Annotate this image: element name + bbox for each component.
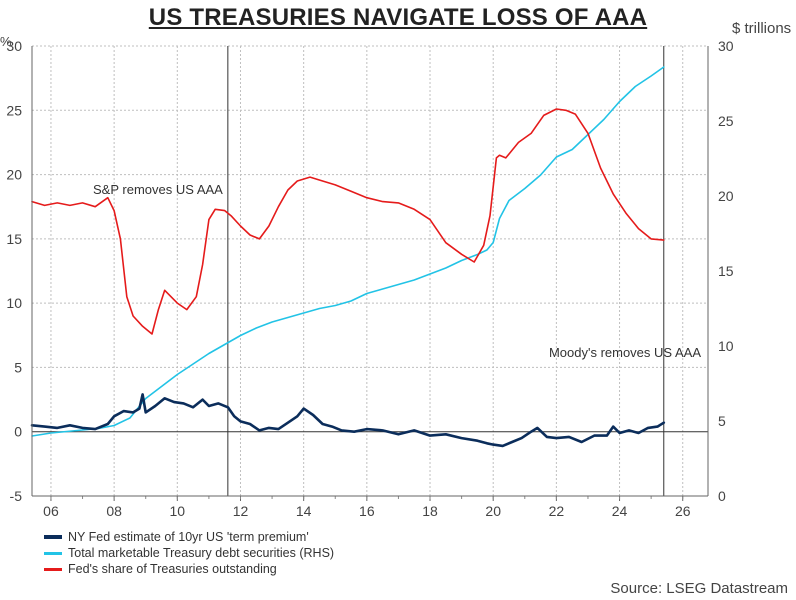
y-right-tick-label: 0 [718,488,726,504]
axes [31,46,709,501]
left-axis-unit: % [0,34,12,49]
right-axis-unit: $ trillions [732,20,792,37]
x-tick-label: 24 [612,503,628,519]
legend: NY Fed estimate of 10yr US 'term premium… [44,529,334,577]
event-lines [227,46,665,496]
source-label: Source: LSEG Datastream [610,580,788,597]
legend-item-fed-share: Fed's share of Treasuries outstanding [44,561,334,577]
y-left-tick-label: 5 [14,359,22,375]
fed-share-line [31,108,665,335]
series-lines [30,66,666,448]
x-tick-label: 14 [296,503,312,519]
x-tick-label: 10 [170,503,186,519]
legend-item-term-premium: NY Fed estimate of 10yr US 'term premium… [44,529,334,545]
legend-swatch-treasury-debt [44,551,62,555]
y-left-tick-label: 15 [6,231,22,247]
legend-label-fed-share: Fed's share of Treasuries outstanding [68,562,277,576]
y-right-tick-label: 5 [718,413,726,429]
legend-item-treasury-debt: Total marketable Treasury debt securitie… [44,545,334,561]
y-right-tick-label: 20 [718,188,734,204]
x-tick-label: 16 [359,503,375,519]
y-right-tick-label: 15 [718,263,734,279]
y-right-tick-label: 10 [718,338,734,354]
treasury-debt-line [31,66,665,437]
x-tick-label: 08 [106,503,122,519]
tick-labels: -5 0 5 10 15 20 25 30 0 5 10 15 20 25 30 06 08 10 12 14 16 18… [6,38,733,519]
x-tick-label: 12 [233,503,249,519]
y-left-tick-label: -5 [10,488,23,504]
y-right-tick-label: 30 [718,38,734,54]
annotation-moodys: Moody's removes US AAA [549,345,701,360]
x-tick-label: 20 [485,503,501,519]
x-tick-label: 18 [422,503,438,519]
x-tick-label: 06 [43,503,59,519]
y-left-tick-label: 10 [6,295,22,311]
y-left-tick-label: 0 [14,424,22,440]
term-premium-line [30,393,666,448]
legend-swatch-fed-share [44,567,62,571]
chart-title: US TREASURIES NAVIGATE LOSS OF AAA [148,4,648,31]
legend-label-treasury-debt: Total marketable Treasury debt securitie… [68,546,335,560]
legend-label-term-premium: NY Fed estimate of 10yr US 'term premium… [68,530,309,544]
x-tick-label: 26 [675,503,691,519]
legend-swatch-term-premium [44,535,62,539]
x-tick-label: 22 [549,503,565,519]
annotation-sp: S&P removes US AAA [93,182,223,197]
y-right-tick-label: 25 [718,113,734,129]
y-left-tick-label: 30 [6,38,22,54]
y-left-tick-label: 20 [6,167,22,183]
y-left-tick-label: 25 [6,102,22,118]
